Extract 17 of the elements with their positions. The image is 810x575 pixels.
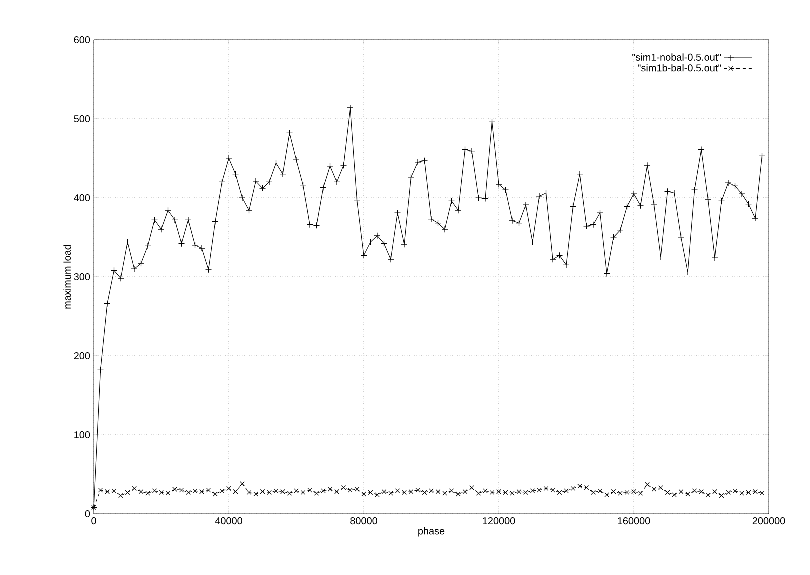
x-tick-label: 80000 (350, 518, 378, 525)
y-tick-label: 0 (85, 510, 90, 518)
y-tick-label: 500 (74, 115, 90, 123)
x-axis-title: phase (418, 527, 445, 537)
x-tick-label: 120000 (483, 518, 516, 525)
y-tick-label: 200 (74, 352, 90, 360)
y-tick-label: 300 (74, 273, 90, 281)
y-tick-label: 100 (74, 431, 90, 439)
x-tick-label: 0 (92, 518, 96, 525)
x-tick-label: 40000 (215, 518, 242, 525)
y-tick-label: 600 (74, 36, 90, 44)
legend-label: "sim1-nobal-0.5.out" (632, 54, 722, 61)
x-tick-label: 160000 (618, 518, 650, 525)
y-tick-label: 400 (74, 194, 90, 202)
y-axis-title: maximum load (64, 245, 72, 309)
legend-label: "sim1b-bal-0.5.out" (638, 64, 722, 72)
x-tick-label: 200000 (752, 518, 786, 525)
